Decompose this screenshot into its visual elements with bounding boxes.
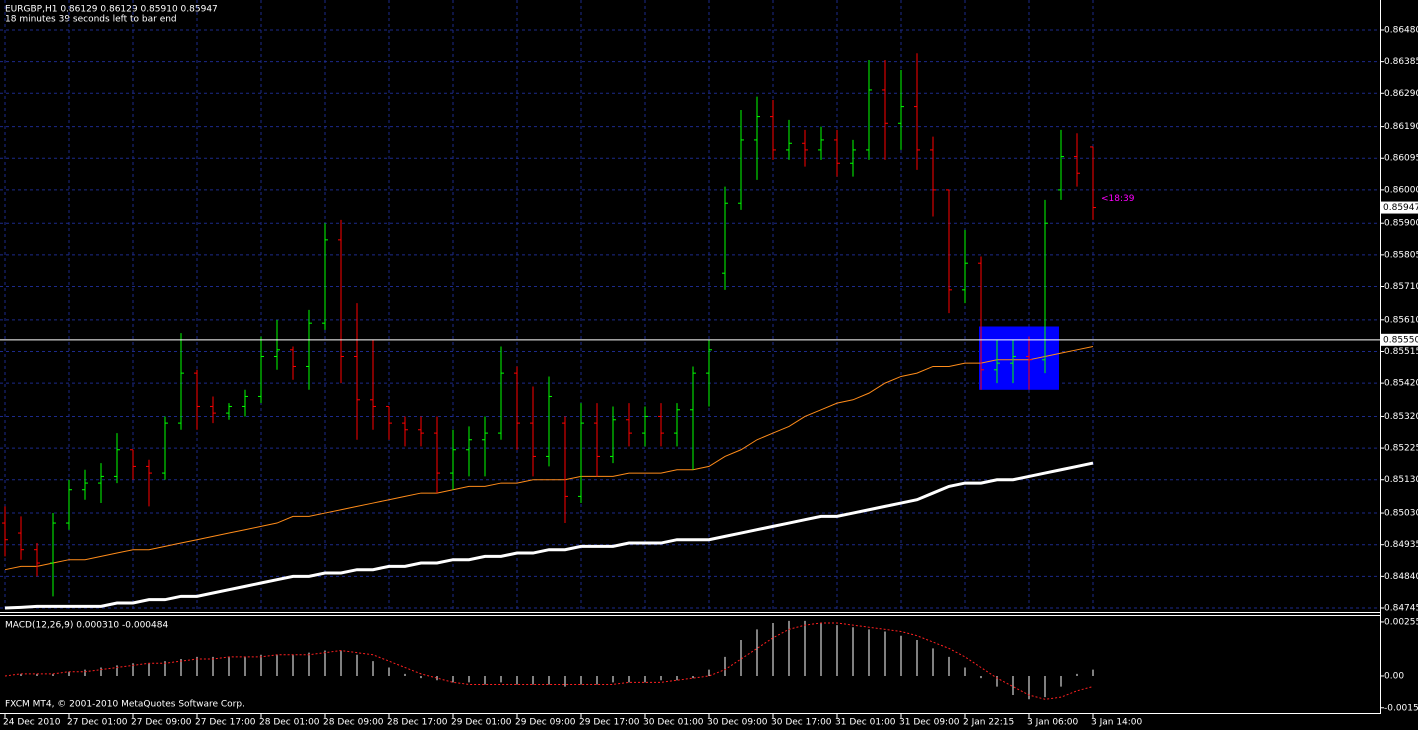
countdown: <18:39 bbox=[1101, 194, 1135, 204]
chart-title: EURGBP,H1 0.86129 0.86129 0.85910 0.8594… bbox=[5, 5, 218, 15]
price-line-label: 0.85550 bbox=[1383, 335, 1418, 345]
line bbox=[4, 461, 1094, 610]
y-tick-label: 0.86000 bbox=[1384, 185, 1418, 195]
x-tick-label: 28 Dec 01:00 bbox=[259, 718, 320, 728]
x-tick-label: 3 Jan 06:00 bbox=[1027, 718, 1079, 728]
indicator-title: MACD(12,26,9) 0.000310 -0.000484 bbox=[5, 621, 168, 631]
y-tick-label: 0.86480 bbox=[1384, 25, 1418, 35]
x-tick-label: 31 Dec 01:00 bbox=[835, 718, 896, 728]
x-tick-label: 2 Jan 22:15 bbox=[963, 718, 1014, 728]
y-tick-label: 0.85225 bbox=[1384, 444, 1418, 454]
y-tick-label: 0.00255 bbox=[1384, 617, 1418, 627]
x-tick-label: 28 Dec 17:00 bbox=[387, 718, 448, 728]
chart-subtitle: 18 minutes 39 seconds left to bar end bbox=[5, 15, 177, 25]
y-tick-label: 0.85130 bbox=[1384, 475, 1418, 485]
y-tick-label: 0.85710 bbox=[1384, 282, 1418, 292]
x-tick-label: 29 Dec 01:00 bbox=[451, 718, 512, 728]
y-tick-label: 0.85030 bbox=[1384, 509, 1418, 519]
y-tick-label: 0.86385 bbox=[1384, 57, 1418, 67]
x-tick-label: 27 Dec 01:00 bbox=[67, 718, 128, 728]
line bbox=[4, 345, 1094, 571]
y-tick-label: 0.85610 bbox=[1384, 315, 1418, 325]
x-tick-label: 28 Dec 09:00 bbox=[323, 718, 384, 728]
y-tick-label: 0.86290 bbox=[1384, 89, 1418, 99]
y-tick-label: 0.84745 bbox=[1384, 604, 1418, 614]
y-tick-label: 0.84840 bbox=[1384, 572, 1418, 582]
y-tick-label: 0.85420 bbox=[1384, 379, 1418, 389]
y-tick-label: 0.00 bbox=[1384, 671, 1404, 681]
current-price-tag bbox=[1381, 201, 1418, 214]
x-tick-label: 27 Dec 17:00 bbox=[195, 718, 256, 728]
copyright: FXCM MT4, © 2001-2010 MetaQuotes Softwar… bbox=[5, 700, 245, 710]
x-tick-label: 30 Dec 09:00 bbox=[707, 718, 768, 728]
x-tick-label: 3 Jan 14:00 bbox=[1091, 718, 1143, 728]
x-tick-label: 31 Dec 09:00 bbox=[899, 718, 960, 728]
y-tick-label: 0.85900 bbox=[1384, 219, 1418, 229]
y-tick-label: 0.85320 bbox=[1384, 412, 1418, 422]
y-tick-label: 0.86095 bbox=[1384, 154, 1418, 164]
x-tick-label: 29 Dec 17:00 bbox=[579, 718, 640, 728]
highlight-box bbox=[979, 326, 1059, 390]
x-tick-label: 24 Dec 2010 bbox=[3, 718, 61, 728]
y-tick-label: 0.86190 bbox=[1384, 122, 1418, 132]
y-tick-label: -0.00150 bbox=[1384, 703, 1418, 713]
x-tick-label: 29 Dec 09:00 bbox=[515, 718, 576, 728]
x-tick-label: 30 Dec 17:00 bbox=[771, 718, 832, 728]
x-tick-label: 27 Dec 09:00 bbox=[131, 718, 192, 728]
y-tick-label: 0.85515 bbox=[1384, 347, 1418, 357]
x-tick-label: 30 Dec 01:00 bbox=[643, 718, 704, 728]
current-price-label: 0.85947 bbox=[1383, 203, 1418, 213]
y-tick-label: 0.84935 bbox=[1384, 540, 1418, 550]
price-line-tag bbox=[1381, 333, 1418, 346]
y-tick-label: 0.85805 bbox=[1384, 250, 1418, 260]
line bbox=[4, 622, 1094, 700]
